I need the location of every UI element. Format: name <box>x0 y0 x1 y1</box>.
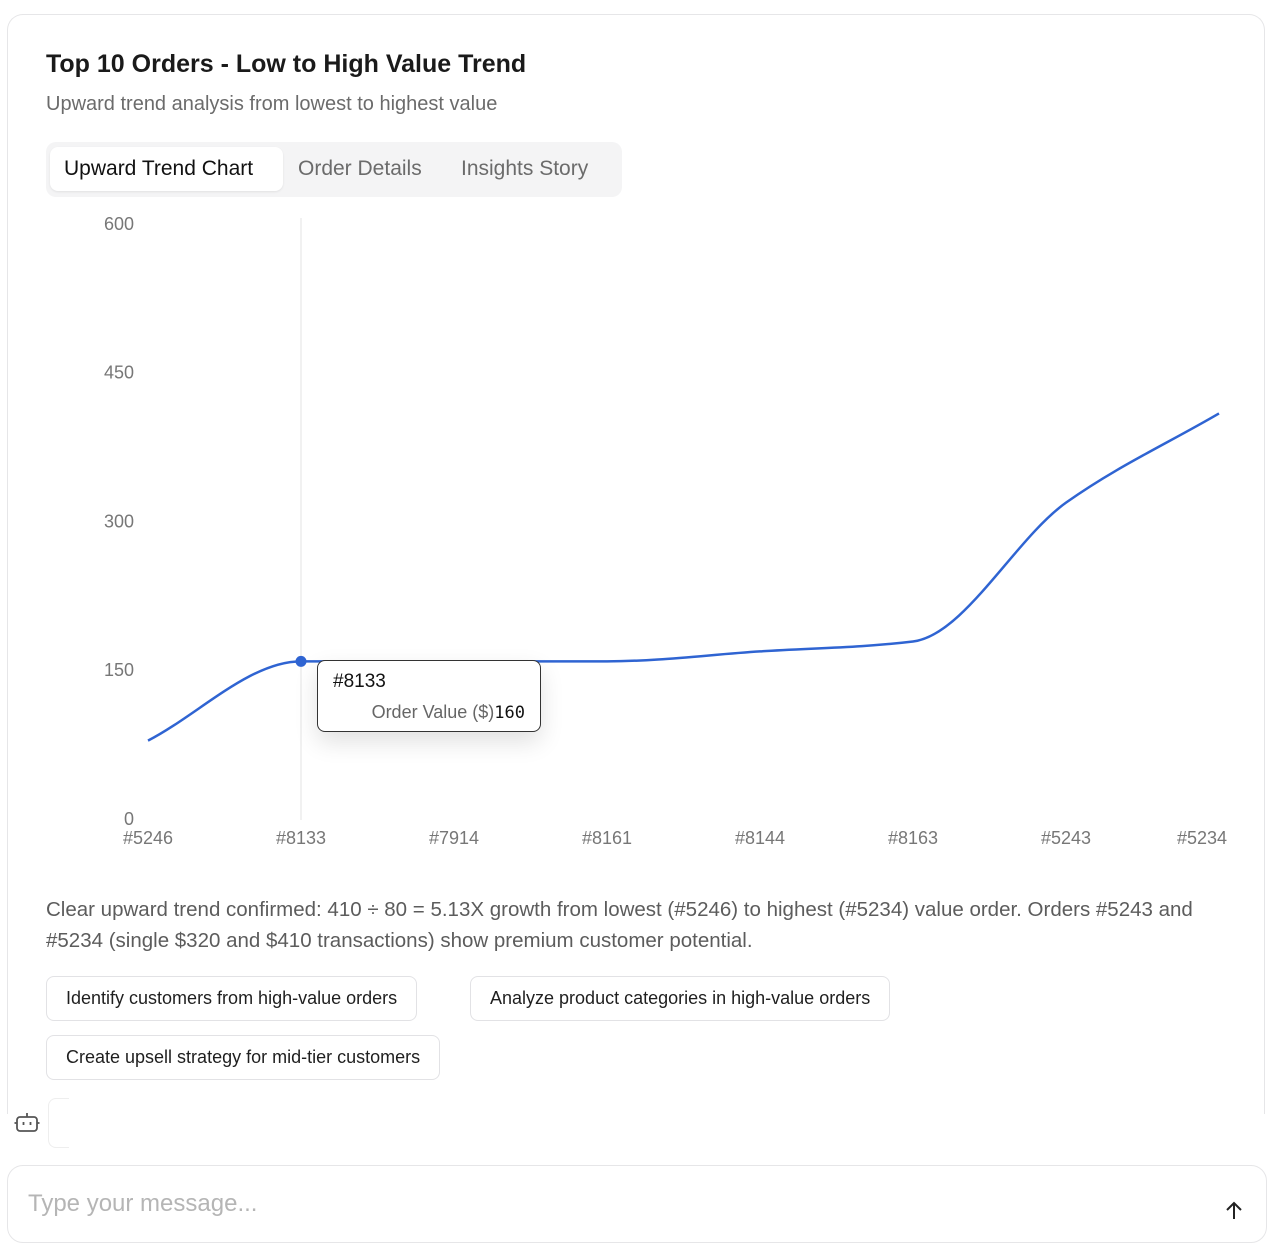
tab[interactable]: Upward Trend Chart <box>50 147 283 191</box>
chart: 0 150 300 450 600 #5246 #8133 #7914 #8161 #8144 #8… <box>104 214 1227 848</box>
suggestion-button[interactable]: Create upsell strategy for mid-tier cust… <box>46 1035 441 1080</box>
x-tick-label: #7914 <box>429 828 479 848</box>
x-tick-label: #5243 <box>1041 828 1091 848</box>
tab-bar: Upward Trend Chart Order Details Insight… <box>46 142 622 197</box>
send-button[interactable] <box>1222 1199 1246 1223</box>
bot-icon <box>14 1113 40 1132</box>
x-tick-label: #8163 <box>888 828 938 848</box>
tab[interactable]: Insights Story <box>461 157 589 180</box>
message-input[interactable]: Type your message... <box>7 1165 1267 1243</box>
card-subtitle: Upward trend analysis from lowest to hig… <box>46 93 498 115</box>
tooltip-value: 160 <box>494 703 525 723</box>
input-placeholder: Type your message... <box>28 1190 258 1217</box>
x-tick-label: #8144 <box>735 828 785 848</box>
y-tick-label: 150 <box>104 660 134 680</box>
y-tick-label: 300 <box>104 511 134 531</box>
active-dot <box>295 655 307 667</box>
insight-text: Clear upward trend confirmed: 410 ÷ 80 =… <box>46 898 1193 952</box>
card-title: Top 10 Orders - Low to High Value Trend <box>46 50 527 78</box>
x-tick-label: #5234 <box>1177 828 1227 848</box>
message-stub <box>48 1098 69 1148</box>
y-tick-label: 0 <box>124 809 134 829</box>
tooltip-series: Order Value ($) <box>371 702 495 722</box>
suggestion-button[interactable]: Identify customers from high-value order… <box>46 976 418 1021</box>
y-tick-label: 600 <box>104 214 134 234</box>
tooltip-category: #8133 <box>333 671 386 692</box>
y-tick-label: 450 <box>104 363 134 383</box>
card <box>7 14 1265 1114</box>
x-tick-label: #8133 <box>276 828 326 848</box>
tab[interactable]: Order Details <box>298 157 422 180</box>
suggestion-button[interactable]: Analyze product categories in high-value… <box>470 976 891 1021</box>
tooltip-row: Order Value ($)160 <box>372 702 525 723</box>
line <box>147 412 1220 742</box>
tooltip: #8133 Order Value ($)160 <box>317 660 541 732</box>
x-tick-label: #8161 <box>582 828 632 848</box>
x-tick-label: #5246 <box>123 828 173 848</box>
